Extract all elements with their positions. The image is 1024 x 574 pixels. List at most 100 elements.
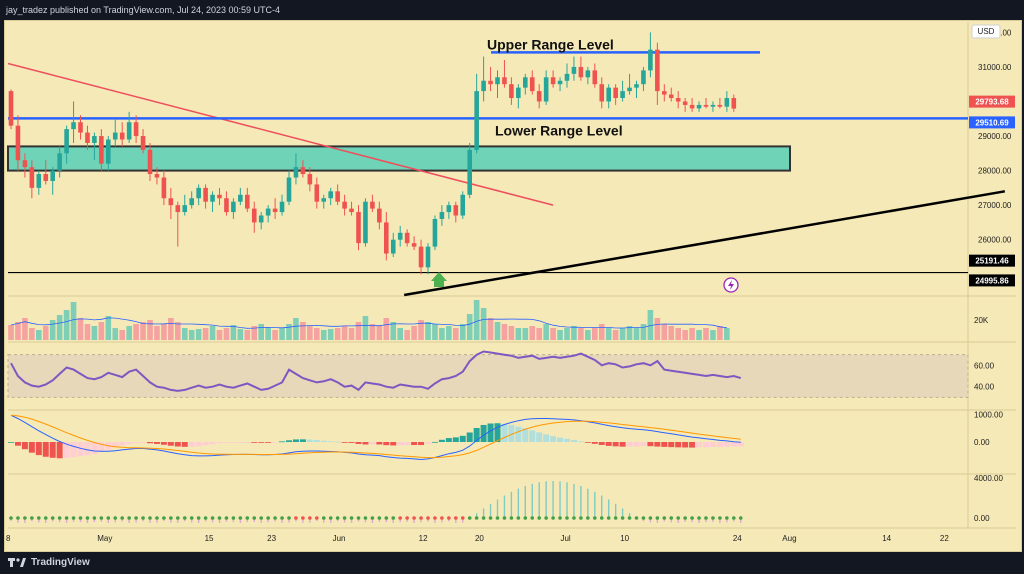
candle-body[interactable] xyxy=(384,222,389,254)
candle-body[interactable] xyxy=(154,174,160,178)
candle-body[interactable] xyxy=(342,201,347,209)
candle-body[interactable] xyxy=(22,160,28,168)
candle-body[interactable] xyxy=(64,129,69,154)
candle-body[interactable] xyxy=(536,91,542,102)
candle-body[interactable] xyxy=(377,208,382,223)
candle-body[interactable] xyxy=(349,208,354,213)
candle-body[interactable] xyxy=(668,94,674,99)
candle-body[interactable] xyxy=(335,191,340,202)
candle-body[interactable] xyxy=(474,91,479,150)
candle-body[interactable] xyxy=(390,239,396,254)
candle-body[interactable] xyxy=(175,205,181,213)
candle-body[interactable] xyxy=(557,80,563,85)
candle-body[interactable] xyxy=(502,77,507,85)
price-tag[interactable] xyxy=(969,274,1015,287)
candle-body[interactable] xyxy=(140,136,146,150)
candle-body[interactable] xyxy=(231,201,236,213)
candle-body[interactable] xyxy=(523,77,528,88)
candle-body[interactable] xyxy=(675,98,681,102)
candle-body[interactable] xyxy=(703,104,709,107)
candle-body[interactable] xyxy=(404,232,410,244)
candle-body[interactable] xyxy=(467,149,472,195)
candle-body[interactable] xyxy=(432,218,438,247)
candle-body[interactable] xyxy=(516,87,521,99)
candle-body[interactable] xyxy=(57,153,62,171)
macd-signal-line[interactable] xyxy=(10,414,741,459)
candle-body[interactable] xyxy=(425,246,431,268)
candle-body[interactable] xyxy=(356,212,361,244)
candle-body[interactable] xyxy=(286,177,292,202)
candle-body[interactable] xyxy=(509,84,514,99)
candle-body[interactable] xyxy=(543,77,549,102)
candle-body[interactable] xyxy=(119,132,125,140)
candle-body[interactable] xyxy=(147,149,153,175)
candle-body[interactable] xyxy=(245,194,250,209)
candle-body[interactable] xyxy=(50,170,55,181)
candle-body[interactable] xyxy=(495,77,500,85)
candle-body[interactable] xyxy=(710,104,716,107)
candle-body[interactable] xyxy=(258,215,264,223)
trend-line-red[interactable] xyxy=(7,62,554,206)
candle-body[interactable] xyxy=(36,174,42,188)
candle-body[interactable] xyxy=(662,91,667,95)
candle-body[interactable] xyxy=(363,201,368,244)
candle-body[interactable] xyxy=(397,232,403,240)
candle-body[interactable] xyxy=(418,246,424,268)
candle-body[interactable] xyxy=(293,167,299,178)
candle-body[interactable] xyxy=(606,87,611,102)
candle-body[interactable] xyxy=(85,132,90,143)
trend-line-black[interactable] xyxy=(403,190,1006,297)
candle-body[interactable] xyxy=(272,208,278,213)
candle-body[interactable] xyxy=(29,167,35,188)
candle-body[interactable] xyxy=(648,49,653,71)
candle-body[interactable] xyxy=(731,98,737,109)
price-tag[interactable] xyxy=(969,116,1015,129)
candle-body[interactable] xyxy=(460,194,466,216)
candle-body[interactable] xyxy=(189,198,194,206)
candle-body[interactable] xyxy=(8,91,14,126)
candle-body[interactable] xyxy=(599,84,605,102)
candle-body[interactable] xyxy=(106,139,111,164)
candle-body[interactable] xyxy=(314,184,320,202)
candle-body[interactable] xyxy=(655,49,660,92)
candle-body[interactable] xyxy=(71,122,76,130)
candle-body[interactable] xyxy=(370,201,375,209)
candle-body[interactable] xyxy=(112,132,118,140)
candle-body[interactable] xyxy=(613,87,618,99)
candle-body[interactable] xyxy=(203,187,208,202)
candle-body[interactable] xyxy=(196,187,201,199)
macd-line[interactable] xyxy=(10,414,741,461)
candle-body[interactable] xyxy=(641,70,646,85)
candle-body[interactable] xyxy=(411,243,417,247)
candle-body[interactable] xyxy=(182,205,188,213)
candle-body[interactable] xyxy=(446,205,452,213)
price-tag[interactable] xyxy=(969,95,1015,108)
candle-body[interactable] xyxy=(168,198,174,206)
candle-body[interactable] xyxy=(300,167,306,175)
candle-body[interactable] xyxy=(634,84,639,88)
candle-body[interactable] xyxy=(92,136,97,143)
candle-body[interactable] xyxy=(133,122,139,137)
candle-body[interactable] xyxy=(43,174,49,181)
candle-body[interactable] xyxy=(620,91,625,99)
candle-body[interactable] xyxy=(307,174,313,185)
candle-body[interactable] xyxy=(529,77,535,92)
candle-body[interactable] xyxy=(453,205,459,216)
candle-body[interactable] xyxy=(578,66,584,78)
rsi-line[interactable] xyxy=(10,350,742,392)
candle-body[interactable] xyxy=(592,70,598,85)
candle-body[interactable] xyxy=(321,198,327,202)
candle-body[interactable] xyxy=(161,177,167,199)
candle-body[interactable] xyxy=(488,80,493,85)
candle-body[interactable] xyxy=(251,208,257,223)
candle-body[interactable] xyxy=(217,194,222,199)
candle-body[interactable] xyxy=(550,77,556,85)
candle-body[interactable] xyxy=(126,122,132,140)
currency-tag[interactable] xyxy=(971,24,1001,39)
candle-body[interactable] xyxy=(696,104,702,109)
candle-body[interactable] xyxy=(481,80,486,92)
candle-body[interactable] xyxy=(585,70,591,78)
candle-body[interactable] xyxy=(238,194,243,202)
candle-body[interactable] xyxy=(724,98,730,107)
